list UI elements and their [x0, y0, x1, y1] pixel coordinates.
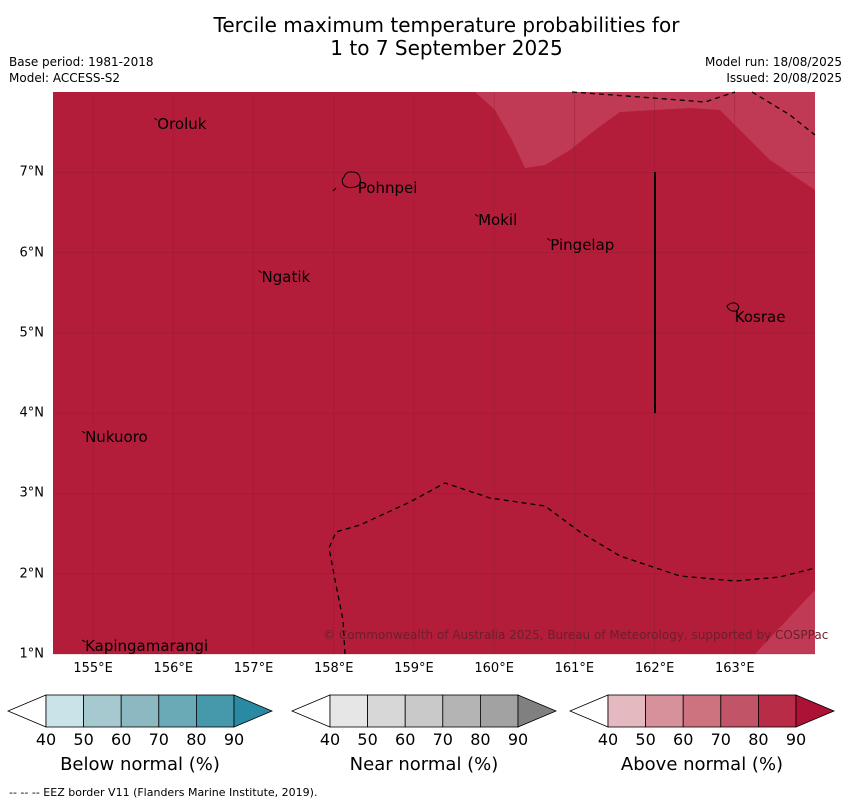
- eez-border-top: [571, 91, 816, 136]
- longitude-tick-label: 156°E: [153, 661, 194, 676]
- metadata-left: Base period: 1981-2018 Model: ACCESS-S2: [9, 54, 154, 86]
- longitude-tick-label: 155°E: [73, 661, 113, 676]
- colorbar-tick-label: 60: [111, 730, 132, 749]
- place-label-oroluk: Oroluk: [157, 115, 207, 134]
- title-line-2: 1 to 7 September 2025: [330, 36, 563, 60]
- kosrae-island-outline: [726, 302, 740, 312]
- place-label-pingelap: Pingelap: [550, 235, 615, 254]
- title-line-1: Tercile maximum temperature probabilitie…: [213, 13, 680, 37]
- colorbar-tick-label: 90: [223, 730, 245, 749]
- colorbar-tick-label: 60: [673, 730, 694, 749]
- lighter-probability-region-bottom: [755, 590, 815, 654]
- place-label-nukuoro: Nukuoro: [85, 428, 148, 447]
- latitude-tick-label: 2°N: [19, 566, 45, 582]
- lighter-probability-region-top: [475, 92, 815, 190]
- colorbar-tick-label: 40: [597, 730, 619, 749]
- longitude-tick-label: 163°E: [715, 661, 755, 676]
- latitude-tick-label: 7°N: [19, 164, 45, 180]
- pohnpei-island-outline: [332, 171, 361, 192]
- island-mark: [474, 214, 479, 217]
- colorbar-tick-label: 70: [710, 730, 731, 749]
- colorbar-tick-label: 70: [148, 730, 169, 749]
- map-background: [53, 92, 815, 654]
- colorbar-tick-label: 90: [785, 730, 807, 749]
- colorbar-tick-label: 90: [507, 730, 529, 749]
- colorbar-tick-label: 50: [635, 730, 656, 749]
- colorbar-tick-label: 60: [395, 730, 416, 749]
- longitude-tick-label: 160°E: [474, 661, 514, 676]
- island-mark: [81, 430, 86, 434]
- metadata-right: Model run: 18/08/2025 Issued: 20/08/2025: [705, 54, 842, 86]
- longitude-tick-label: 159°E: [394, 661, 434, 676]
- colorbar-tick-label: 50: [357, 730, 378, 749]
- island-marks: [81, 117, 551, 643]
- model-run-label: Model run: 18/08/2025: [704, 55, 842, 69]
- place-label-ngatik: Ngatik: [261, 267, 311, 286]
- map-title: Tercile maximum temperature probabilitie…: [0, 14, 850, 60]
- latitude-tick-label: 3°N: [19, 485, 45, 501]
- footer-eez-note: -- -- -- EEZ border V11 (Flanders Marine…: [9, 786, 318, 799]
- place-label-pohnpei: Pohnpei: [357, 179, 418, 198]
- latitude-tick-label: 6°N: [19, 245, 45, 261]
- place-label-mokil: Mokil: [478, 211, 518, 230]
- base-period-label: Base period: 1981-2018: [9, 55, 154, 69]
- island-mark: [547, 238, 551, 241]
- place-label-kosrae: Kosrae: [734, 307, 786, 326]
- longitude-tick-label: 158°E: [313, 661, 354, 676]
- latitude-tick-label: 4°N: [19, 405, 45, 421]
- colorbar-tick-label: 80: [470, 730, 491, 749]
- colorbar-tick-label: 80: [748, 730, 769, 749]
- longitude-tick-label: 157°E: [233, 661, 274, 676]
- longitude-tick-label: 161°E: [554, 661, 595, 676]
- colorbar-tick-label: 40: [319, 730, 341, 749]
- island-mark: [81, 639, 86, 643]
- colorbar-tick-label: 80: [186, 730, 207, 749]
- grid-lines: [53, 92, 815, 655]
- colorbar-tick-label: 40: [35, 730, 57, 749]
- colorbar-title: Near normal (%): [349, 754, 499, 775]
- latitude-tick-label: 5°N: [19, 325, 45, 341]
- colorbar-tick-label: 50: [73, 730, 94, 749]
- colorbar-tick-label: 70: [432, 730, 453, 749]
- island-mark: [153, 117, 158, 121]
- copyright-notice: © Commonwealth of Australia 2025, Bureau…: [323, 628, 829, 642]
- colorbar-title: Below normal (%): [60, 754, 220, 775]
- latitude-tick-label: 1°N: [19, 646, 45, 662]
- model-label: Model: ACCESS-S2: [9, 71, 121, 85]
- issued-label: Issued: 20/08/2025: [726, 71, 842, 85]
- colorbar-title: Above normal (%): [620, 754, 784, 775]
- longitude-tick-label: 162°E: [634, 661, 675, 676]
- island-mark: [258, 270, 262, 274]
- place-label-kapingamarangi: Kapingamarangi: [85, 636, 209, 655]
